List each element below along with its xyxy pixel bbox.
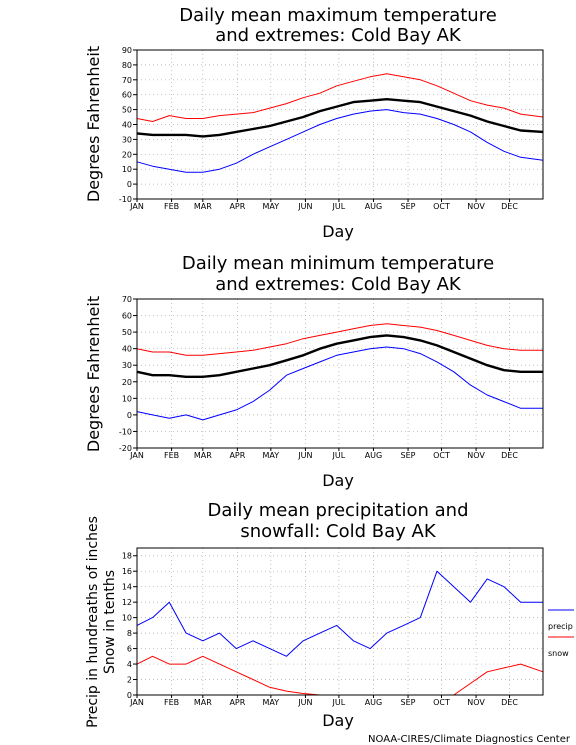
series-line-snow — [136, 655, 544, 696]
x-tick-label: AUG — [365, 202, 383, 211]
legend-snow-label: snow — [548, 649, 569, 658]
chart2-title-line2: and extremes: Cold Bay AK — [215, 274, 462, 295]
chart3-plot: 0 2 4 6 8 10 12 14 16 18 JAN FEB MAR APR MAY JUN JUL AUG S… — [122, 547, 544, 707]
chart3-title-line1: Daily mean precipitation and — [207, 500, 468, 521]
y-tick-label: 16 — [122, 567, 132, 576]
series-line-2 — [136, 346, 543, 421]
series-line-2 — [136, 109, 544, 173]
series-line-0 — [136, 334, 543, 378]
x-tick-label: DEC — [501, 451, 518, 460]
x-tick-label: JAN — [129, 698, 144, 707]
y-tick-label: 0 — [127, 411, 132, 420]
y-tick-label: 60 — [122, 91, 132, 100]
x-tick-label: OCT — [433, 202, 450, 211]
x-tick-label: JUL — [332, 202, 346, 211]
chart1-xlabel: Day — [322, 222, 354, 241]
y-tick-label: 30 — [122, 135, 132, 144]
x-tick-label: MAR — [194, 202, 212, 211]
y-tick-label: 14 — [122, 583, 132, 592]
x-tick-label: FEB — [164, 202, 179, 211]
x-tick-label: SEP — [401, 451, 416, 460]
y-tick-label: 4 — [127, 660, 132, 669]
y-tick-label: 10 — [122, 614, 132, 623]
x-tick-label: AUG — [365, 698, 383, 707]
x-tick-label: APR — [229, 451, 245, 460]
x-tick-label: JUL — [332, 698, 346, 707]
y-tick-label: 18 — [122, 552, 132, 561]
y-tick-label: 0 — [127, 691, 132, 700]
y-tick-label: 70 — [122, 295, 132, 304]
y-tick-label: 90 — [122, 46, 132, 55]
series-line-precip — [136, 570, 543, 657]
x-tick-label: MAY — [263, 202, 280, 211]
chart2-xlabel: Day — [322, 471, 354, 490]
x-tick-label: JUN — [297, 451, 312, 460]
x-tick-label: JAN — [129, 451, 144, 460]
x-tick-label: JAN — [129, 202, 144, 211]
y-tick-label: 10 — [122, 394, 132, 403]
y-tick-label: -10 — [119, 195, 132, 204]
chart2-ylabel: Degrees Fahrenheit — [84, 296, 103, 452]
x-tick-label: JUL — [332, 451, 346, 460]
x-tick-label: SEP — [401, 698, 416, 707]
y-tick-label: 10 — [122, 165, 132, 174]
x-tick-label: DEC — [501, 202, 518, 211]
plot-frame — [136, 49, 544, 200]
x-tick-label: DEC — [501, 698, 518, 707]
y-tick-label: 60 — [122, 312, 132, 321]
x-tick-label: MAY — [263, 451, 280, 460]
chart2-plot: -20 -10 0 10 20 30 40 50 60 70 JAN FEB MAR APR MAY JUN J… — [119, 295, 544, 460]
x-tick-label: SEP — [401, 202, 416, 211]
series-line-0 — [136, 97, 544, 138]
x-tick-label: AUG — [365, 451, 383, 460]
y-tick-label: 6 — [127, 645, 132, 654]
x-tick-label: FEB — [164, 698, 179, 707]
y-tick-label: 50 — [122, 328, 132, 337]
x-tick-label: OCT — [433, 451, 450, 460]
x-tick-label: FEB — [164, 451, 179, 460]
plot-frame — [136, 298, 544, 449]
legend-precip-label: precip — [548, 622, 573, 631]
chart1-plot: -10 0 10 20 30 40 50 60 70 80 90 JAN FEB MAR APR MAY JUN… — [119, 46, 544, 211]
chart3-title-line2: snowfall: Cold Bay AK — [240, 521, 436, 542]
plot-frame — [136, 547, 544, 696]
chart3-ylabel-line1: Precip in hundreaths of inches — [85, 516, 101, 728]
chart1-title-line2: and extremes: Cold Bay AK — [215, 25, 462, 46]
y-tick-label: 20 — [122, 378, 132, 387]
credit-text: NOAA-CIRES/Climate Diagnostics Center — [368, 734, 571, 745]
x-tick-label: APR — [229, 202, 245, 211]
y-tick-label: 30 — [122, 361, 132, 370]
y-tick-label: 70 — [122, 76, 132, 85]
x-tick-label: OCT — [433, 698, 450, 707]
chart1-ylabel: Degrees Fahrenheit — [84, 46, 103, 202]
chart2-title-line1: Daily mean minimum temperature — [182, 253, 494, 274]
x-tick-label: APR — [229, 698, 245, 707]
chart3-ylabel-line2: Snow in tenths — [102, 570, 118, 674]
y-tick-label: 40 — [122, 121, 132, 130]
x-tick-label: JUN — [297, 202, 312, 211]
y-tick-label: 0 — [127, 180, 132, 189]
x-tick-label: NOV — [467, 202, 485, 211]
y-tick-label: -10 — [119, 427, 132, 436]
series-line-1 — [136, 73, 544, 122]
x-tick-label: NOV — [467, 698, 485, 707]
y-tick-label: -20 — [119, 444, 132, 453]
chart1-title-line1: Daily mean maximum temperature — [179, 5, 497, 26]
x-tick-label: NOV — [467, 451, 485, 460]
x-tick-label: MAY — [263, 698, 280, 707]
y-tick-label: 2 — [127, 676, 132, 685]
x-tick-label: MAR — [194, 451, 212, 460]
y-tick-label: 8 — [127, 629, 132, 638]
series-line-1 — [136, 323, 543, 356]
y-tick-label: 12 — [122, 598, 132, 607]
y-tick-label: 20 — [122, 150, 132, 159]
y-tick-label: 80 — [122, 61, 132, 70]
chart3-xlabel: Day — [322, 711, 354, 730]
x-tick-label: MAR — [194, 698, 212, 707]
x-tick-label: JUN — [297, 698, 312, 707]
y-tick-label: 50 — [122, 106, 132, 115]
y-tick-label: 40 — [122, 345, 132, 354]
